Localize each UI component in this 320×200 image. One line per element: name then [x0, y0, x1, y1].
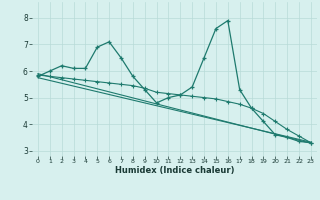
X-axis label: Humidex (Indice chaleur): Humidex (Indice chaleur)	[115, 166, 234, 175]
